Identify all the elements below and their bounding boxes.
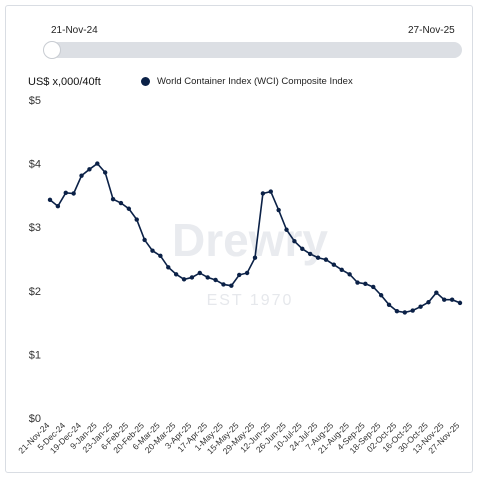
data-point[interactable] — [300, 246, 305, 252]
range-handle-start[interactable] — [43, 41, 61, 59]
data-point[interactable] — [363, 281, 368, 287]
data-point[interactable] — [434, 290, 439, 295]
data-point[interactable] — [418, 304, 423, 309]
data-point[interactable] — [47, 197, 53, 203]
data-point[interactable] — [371, 284, 376, 290]
data-point[interactable] — [442, 297, 447, 302]
data-point[interactable] — [378, 293, 384, 298]
y-tick-label: $5 — [29, 95, 41, 107]
data-point[interactable] — [386, 302, 392, 307]
data-point[interactable] — [71, 191, 76, 196]
date-range-track[interactable] — [50, 42, 462, 58]
data-point[interactable] — [158, 253, 163, 259]
y-tick-label: $3 — [29, 222, 41, 234]
data-point[interactable] — [126, 206, 132, 211]
y-tick-label: $4 — [29, 159, 41, 171]
data-point[interactable] — [173, 272, 179, 277]
data-point[interactable] — [181, 277, 187, 282]
data-point[interactable] — [244, 270, 250, 276]
legend-marker — [141, 77, 150, 86]
series-points — [47, 161, 463, 315]
data-point[interactable] — [276, 207, 281, 213]
data-point[interactable] — [260, 191, 266, 196]
data-point[interactable] — [323, 257, 329, 262]
data-point[interactable] — [142, 237, 147, 243]
data-point[interactable] — [63, 190, 68, 196]
x-axis: 21-Nov-245-Dec-2419-Dec-249-Jan-2523-Jan… — [16, 420, 461, 456]
data-point[interactable] — [426, 300, 431, 305]
data-point[interactable] — [307, 251, 313, 257]
data-point[interactable] — [229, 283, 234, 288]
data-point[interactable] — [221, 282, 226, 287]
data-point[interactable] — [110, 197, 116, 202]
data-point[interactable] — [315, 255, 321, 260]
data-point[interactable] — [331, 262, 337, 267]
legend[interactable]: World Container Index (WCI) Composite In… — [141, 76, 353, 87]
watermark: Drewry EST 1970 — [172, 214, 328, 309]
data-point[interactable] — [102, 170, 108, 175]
data-point[interactable] — [150, 248, 155, 253]
data-point[interactable] — [79, 173, 84, 178]
y-axis: $0 $1 $2 $3 $4 $5 — [29, 95, 41, 425]
range-end-label: 27-Nov-25 — [408, 25, 455, 36]
y-tick-label: $0 — [29, 413, 41, 425]
data-point[interactable] — [410, 308, 415, 313]
data-point[interactable] — [166, 265, 171, 270]
watermark-brand: Drewry — [172, 214, 328, 266]
data-point[interactable] — [118, 200, 124, 206]
data-point[interactable] — [197, 270, 203, 276]
data-point[interactable] — [339, 267, 344, 273]
data-point[interactable] — [402, 310, 408, 315]
data-point[interactable] — [205, 275, 210, 280]
data-point[interactable] — [347, 272, 352, 277]
data-point[interactable] — [252, 255, 258, 260]
y-unit-label: US$ x,000/40ft — [28, 76, 101, 88]
legend-label: World Container Index (WCI) Composite In… — [157, 76, 353, 87]
data-point[interactable] — [268, 189, 273, 194]
data-point[interactable] — [237, 272, 242, 278]
range-start-label: 21-Nov-24 — [51, 25, 98, 36]
y-tick-label: $2 — [29, 286, 41, 298]
y-tick-label: $1 — [29, 349, 41, 361]
data-point[interactable] — [394, 308, 400, 314]
data-point[interactable] — [87, 167, 92, 172]
data-point[interactable] — [189, 275, 195, 280]
data-point[interactable] — [457, 300, 463, 306]
data-point[interactable] — [449, 297, 455, 302]
data-point[interactable] — [134, 217, 139, 222]
data-point[interactable] — [284, 227, 289, 232]
data-point[interactable] — [95, 161, 100, 166]
data-point[interactable] — [292, 238, 297, 244]
data-point[interactable] — [213, 277, 218, 283]
watermark-est: EST 1970 — [207, 292, 294, 309]
data-point[interactable] — [55, 204, 61, 209]
chart-card — [5, 5, 473, 473]
data-point[interactable] — [355, 280, 360, 285]
